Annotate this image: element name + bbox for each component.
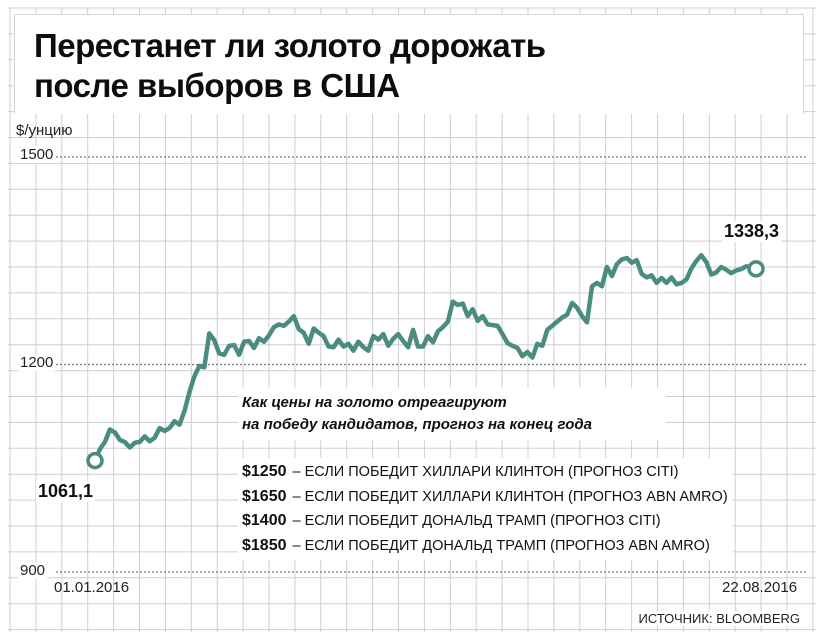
forecast-text: – ЕСЛИ ПОБЕДИТ ДОНАЛЬД ТРАМП (ПРОГНОЗ AB…: [292, 537, 710, 554]
forecast-text: – ЕСЛИ ПОБЕДИТ ДОНАЛЬД ТРАМП (ПРОГНОЗ CI…: [292, 513, 661, 529]
start-value-label: 1061,1: [36, 481, 96, 502]
y-tick-label-1500: 1500: [18, 146, 56, 163]
forecast-price: $1850: [242, 536, 287, 554]
chart-title: Перестанет ли золото дорожать после выбо…: [34, 26, 546, 106]
chart-title-line2: после выборов в США: [34, 67, 400, 104]
y-tick-label-1200: 1200: [18, 354, 56, 371]
forecast-price: $1250: [242, 463, 287, 480]
end-value-label: 1338,3: [722, 221, 782, 242]
forecast-note: Как цены на золото отреагируют на победу…: [238, 388, 666, 440]
forecast-item: $1400 – ЕСЛИ ПОБЕДИТ ДОНАЛЬД ТРАМП (ПРОГ…: [242, 509, 728, 534]
end-point-marker: [747, 260, 765, 278]
x-tick-label-end: 22.08.2016: [722, 579, 798, 596]
forecast-price: $1400: [242, 512, 287, 529]
forecast-list: $1250 – ЕСЛИ ПОБЕДИТ ХИЛЛАРИ КЛИНТОН (ПР…: [238, 458, 732, 560]
start-point-marker: [86, 451, 104, 470]
source-label: ИСТОЧНИК: BLOOMBERG: [636, 611, 802, 626]
forecast-price: $1650: [242, 487, 287, 505]
forecast-note-line1: Как цены на золото отреагируют: [242, 394, 507, 411]
chart-marks: [56, 156, 808, 573]
forecast-text: – ЕСЛИ ПОБЕДИТ ХИЛЛАРИ КЛИНТОН (ПРОГНОЗ …: [292, 488, 728, 505]
forecast-item: $1850 – ЕСЛИ ПОБЕДИТ ДОНАЛЬД ТРАМП (ПРОГ…: [242, 534, 728, 559]
forecast-item: $1250 – ЕСЛИ ПОБЕДИТ ХИЛЛАРИ КЛИНТОН (ПР…: [242, 460, 728, 485]
y-tick-label-900: 900: [18, 562, 48, 579]
y-axis-label: $/унцию: [16, 122, 73, 139]
chart-title-line1: Перестанет ли золото дорожать: [34, 27, 546, 64]
title-box: [14, 14, 804, 114]
forecast-item: $1650 – ЕСЛИ ПОБЕДИТ ХИЛЛАРИ КЛИНТОН (ПР…: [242, 485, 728, 510]
forecast-note-line2: на победу кандидатов, прогноз на конец г…: [242, 416, 592, 433]
price-line: [92, 252, 759, 463]
x-tick-label-start: 01.01.2016: [54, 579, 130, 596]
forecast-text: – ЕСЛИ ПОБЕДИТ ХИЛЛАРИ КЛИНТОН (ПРОГНОЗ …: [292, 464, 679, 480]
